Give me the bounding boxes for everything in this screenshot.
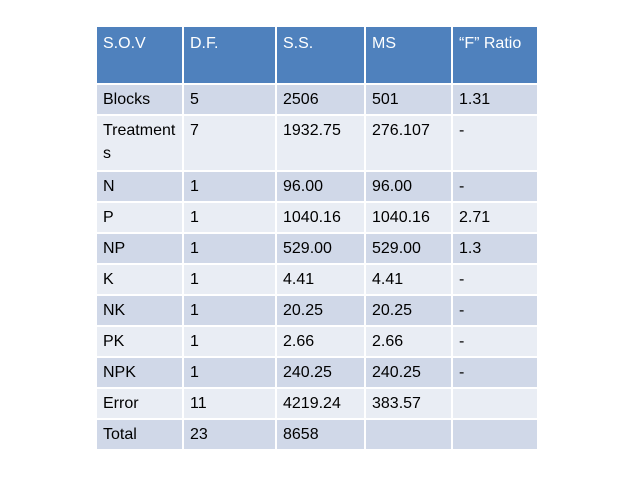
- cell-df: 23: [182, 418, 277, 451]
- table-row: Treatments 7 1932.75 276.107 -: [95, 114, 539, 172]
- cell-ms: 529.00: [364, 232, 453, 265]
- header-df: D.F.: [182, 25, 277, 85]
- cell-ss: 20.25: [275, 294, 366, 327]
- cell-ss: 1040.16: [275, 201, 366, 234]
- cell-df: 1: [182, 325, 277, 358]
- cell-sov: Error: [95, 387, 184, 420]
- cell-df: 1: [182, 170, 277, 203]
- cell-sov: N: [95, 170, 184, 203]
- cell-ms: 383.57: [364, 387, 453, 420]
- table-row: NK 1 20.25 20.25 -: [95, 294, 539, 327]
- cell-f-ratio: [451, 418, 539, 451]
- cell-sov: P: [95, 201, 184, 234]
- anova-table: S.O.V D.F. S.S. MS “F” Ratio Blocks 5 25…: [95, 25, 539, 451]
- cell-ss: 2506: [275, 83, 366, 116]
- table-row: Error 11 4219.24 383.57: [95, 387, 539, 420]
- cell-f-ratio: 1.3: [451, 232, 539, 265]
- cell-ss: 8658: [275, 418, 366, 451]
- table-row: N 1 96.00 96.00 -: [95, 170, 539, 203]
- cell-ms: [364, 418, 453, 451]
- cell-sov: Treatments: [95, 114, 184, 172]
- cell-ms: 2.66: [364, 325, 453, 358]
- cell-ss: 96.00: [275, 170, 366, 203]
- table-row: NP 1 529.00 529.00 1.3: [95, 232, 539, 265]
- cell-f-ratio: -: [451, 263, 539, 296]
- cell-df: 5: [182, 83, 277, 116]
- cell-ss: 2.66: [275, 325, 366, 358]
- table-row: P 1 1040.16 1040.16 2.71: [95, 201, 539, 234]
- table-row: Total 23 8658: [95, 418, 539, 451]
- cell-sov: PK: [95, 325, 184, 358]
- table-row: Blocks 5 2506 501 1.31: [95, 83, 539, 116]
- cell-f-ratio: -: [451, 114, 539, 172]
- cell-f-ratio: [451, 387, 539, 420]
- header-sov: S.O.V: [95, 25, 184, 85]
- header-f-ratio: “F” Ratio: [451, 25, 539, 85]
- cell-ms: 1040.16: [364, 201, 453, 234]
- cell-df: 1: [182, 201, 277, 234]
- cell-ss: 240.25: [275, 356, 366, 389]
- cell-f-ratio: 2.71: [451, 201, 539, 234]
- cell-df: 1: [182, 232, 277, 265]
- cell-ms: 96.00: [364, 170, 453, 203]
- cell-df: 1: [182, 263, 277, 296]
- cell-df: 11: [182, 387, 277, 420]
- cell-f-ratio: -: [451, 325, 539, 358]
- cell-f-ratio: -: [451, 356, 539, 389]
- header-ms: MS: [364, 25, 453, 85]
- table-row: NPK 1 240.25 240.25 -: [95, 356, 539, 389]
- cell-sov: NK: [95, 294, 184, 327]
- cell-sov: K: [95, 263, 184, 296]
- cell-ss: 529.00: [275, 232, 366, 265]
- cell-ms: 20.25: [364, 294, 453, 327]
- table-header-row: S.O.V D.F. S.S. MS “F” Ratio: [95, 25, 539, 85]
- cell-sov: Total: [95, 418, 184, 451]
- cell-sov: Blocks: [95, 83, 184, 116]
- cell-ms: 501: [364, 83, 453, 116]
- cell-ss: 4219.24: [275, 387, 366, 420]
- cell-ms: 4.41: [364, 263, 453, 296]
- cell-sov: NPK: [95, 356, 184, 389]
- header-ss: S.S.: [275, 25, 366, 85]
- table-row: PK 1 2.66 2.66 -: [95, 325, 539, 358]
- cell-sov: NP: [95, 232, 184, 265]
- cell-df: 1: [182, 356, 277, 389]
- cell-ms: 240.25: [364, 356, 453, 389]
- cell-ss: 1932.75: [275, 114, 366, 172]
- cell-df: 1: [182, 294, 277, 327]
- cell-f-ratio: 1.31: [451, 83, 539, 116]
- table-row: K 1 4.41 4.41 -: [95, 263, 539, 296]
- cell-df: 7: [182, 114, 277, 172]
- cell-ms: 276.107: [364, 114, 453, 172]
- cell-ss: 4.41: [275, 263, 366, 296]
- cell-f-ratio: -: [451, 170, 539, 203]
- cell-f-ratio: -: [451, 294, 539, 327]
